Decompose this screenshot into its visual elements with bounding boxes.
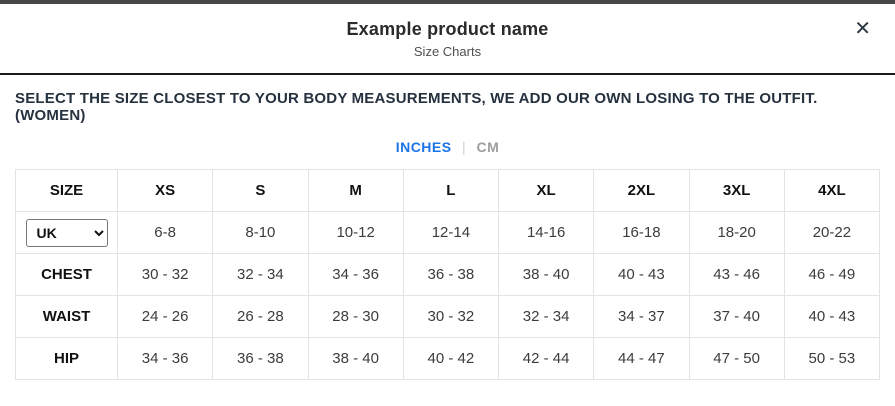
table-row-hip: HIP 34 - 36 36 - 38 38 - 40 40 - 42 42 - 44 44… [15, 337, 881, 380]
table-header-row: SIZE XS S M L XL 2XL 3XL 4XL [15, 169, 881, 212]
size-cell: 34 - 36 [116, 337, 214, 380]
size-cell: 6-8 [116, 211, 214, 254]
instruction-text: SELECT THE SIZE CLOSEST TO YOUR BODY MEA… [15, 90, 818, 124]
size-cell: 24 - 26 [116, 295, 214, 338]
size-cell: 30 - 32 [116, 253, 214, 296]
page-title: Example product name [346, 19, 549, 39]
size-cell: 40 - 43 [783, 295, 881, 338]
size-cell: 20-22 [783, 211, 881, 254]
size-cell: 8-10 [212, 211, 309, 254]
size-cell: 36 - 38 [212, 337, 309, 380]
size-cell: 40 - 42 [402, 337, 500, 380]
size-cell: 18-20 [688, 211, 785, 254]
size-cell: 32 - 34 [497, 295, 595, 338]
column-header-xl: XL [497, 169, 595, 212]
page-subtitle: Size Charts [413, 44, 482, 59]
table-row-waist: WAIST 24 - 26 26 - 28 28 - 30 30 - 32 32 - 34… [15, 295, 881, 338]
size-cell: 36 - 38 [402, 253, 500, 296]
size-cell: 30 - 32 [402, 295, 500, 338]
table-row-uk: UK 6-8 8-10 10-12 12-14 14-16 16-18 18-20 20-22 [15, 211, 881, 254]
size-cell: 12-14 [402, 211, 500, 254]
size-cell: 34 - 37 [593, 295, 690, 338]
unit-separator: | [461, 139, 467, 155]
table-row-chest: CHEST 30 - 32 32 - 34 34 - 36 36 - 38 38 - 40… [15, 253, 881, 296]
size-cell: 43 - 46 [688, 253, 785, 296]
size-cell: 14-16 [497, 211, 595, 254]
size-cell: 38 - 40 [497, 253, 595, 296]
size-cell: 40 - 43 [593, 253, 690, 296]
size-cell: 38 - 40 [307, 337, 404, 380]
size-cell: 32 - 34 [212, 253, 309, 296]
row-header-region: UK [15, 211, 118, 254]
size-cell: 37 - 40 [688, 295, 785, 338]
size-cell: 42 - 44 [497, 337, 595, 380]
close-button[interactable]: ✕ [848, 12, 877, 44]
column-header-l: L [402, 169, 500, 212]
size-cell: 47 - 50 [688, 337, 785, 380]
column-header-xs: XS [116, 169, 214, 212]
column-header-4xl: 4XL [783, 169, 881, 212]
size-chart-table: SIZE XS S M L XL 2XL 3XL 4XL UK 6-8 8-10 10-12 12-14… [15, 169, 881, 380]
column-header-size: SIZE [15, 169, 118, 212]
row-header-chest: CHEST [15, 253, 118, 296]
size-cell: 46 - 49 [783, 253, 881, 296]
size-cell: 50 - 53 [783, 337, 881, 380]
region-select[interactable]: UK [25, 218, 108, 247]
column-header-s: S [212, 169, 309, 212]
row-header-waist: WAIST [15, 295, 118, 338]
size-cell: 34 - 36 [307, 253, 404, 296]
row-header-hip: HIP [15, 337, 118, 380]
column-header-m: M [307, 169, 404, 212]
size-cell: 10-12 [307, 211, 404, 254]
column-header-3xl: 3XL [688, 169, 785, 212]
unit-option-cm[interactable]: CM [476, 139, 500, 155]
modal-header: Example product name Size Charts ✕ [0, 4, 895, 75]
unit-toggle: INCHES | CM [0, 139, 895, 155]
size-cell: 16-18 [593, 211, 690, 254]
size-cell: 28 - 30 [307, 295, 404, 338]
unit-option-inches[interactable]: INCHES [395, 139, 452, 155]
size-cell: 44 - 47 [593, 337, 690, 380]
column-header-2xl: 2XL [593, 169, 690, 212]
size-cell: 26 - 28 [212, 295, 309, 338]
window-top-bar [0, 0, 895, 4]
close-icon: ✕ [854, 16, 871, 40]
